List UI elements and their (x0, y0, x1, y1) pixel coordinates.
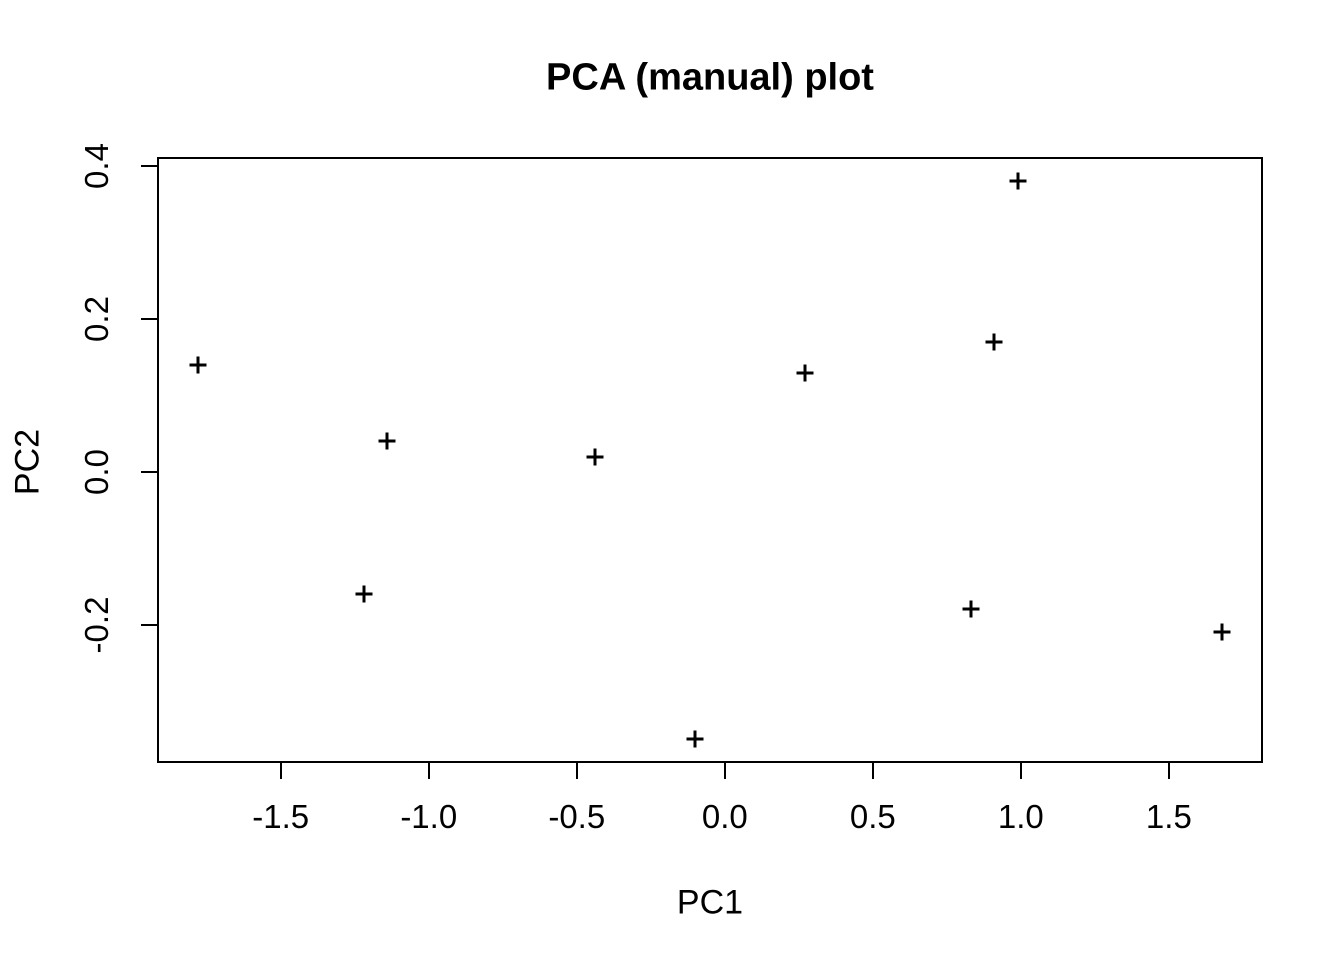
plus-marker-vbar (969, 600, 972, 618)
chart-title: PCA (manual) plot (546, 56, 874, 99)
x-axis-tick-label: -1.0 (400, 798, 458, 835)
x-axis-tick (279, 763, 282, 779)
y-axis-label: PC2 (8, 428, 47, 496)
plus-marker-vbar (803, 364, 807, 381)
x-axis-tick-label: 1.0 (997, 798, 1044, 835)
x-axis-tick (427, 763, 430, 779)
x-axis-tick (871, 763, 874, 779)
data-point (985, 333, 1003, 351)
data-point (1213, 623, 1231, 641)
y-axis-tick (141, 165, 157, 168)
data-point (378, 432, 396, 450)
plus-marker-vbar (362, 585, 366, 603)
x-axis-tick-label: -1.5 (252, 798, 310, 835)
y-axis-tick-label: 0.2 (78, 296, 115, 342)
plus-marker-vbar (593, 448, 597, 466)
y-axis-tick (141, 623, 157, 626)
y-axis-tick-label: 0.4 (78, 143, 115, 190)
x-axis-tick-label: 0.0 (701, 798, 748, 835)
x-axis-tick (723, 763, 726, 779)
data-point (586, 448, 604, 466)
plus-marker-vbar (1016, 172, 1020, 190)
plus-marker-vbar (385, 432, 389, 450)
plus-marker-vbar (196, 356, 200, 374)
y-axis-tick (141, 318, 157, 320)
plus-marker-vbar (1220, 623, 1224, 641)
data-point (796, 364, 814, 381)
x-axis-tick-label: 1.5 (1145, 798, 1192, 835)
plot-area (157, 157, 1263, 763)
x-axis-tick (575, 763, 578, 779)
data-point (1009, 172, 1027, 190)
y-axis-tick (141, 470, 157, 473)
data-point (189, 356, 207, 374)
y-axis-tick-label: 0.0 (78, 448, 115, 495)
plus-marker-vbar (693, 730, 697, 748)
plus-marker-vbar (992, 333, 996, 351)
data-point (355, 585, 373, 603)
x-axis-tick (1019, 763, 1022, 779)
x-axis-tick (1167, 763, 1170, 779)
y-axis-tick-label: -0.2 (78, 596, 115, 654)
data-point (686, 730, 704, 748)
x-axis-tick-label: -0.5 (548, 798, 606, 835)
data-point (962, 600, 979, 618)
x-axis-label: PC1 (676, 883, 744, 922)
x-axis-tick-label: 0.5 (849, 798, 896, 835)
